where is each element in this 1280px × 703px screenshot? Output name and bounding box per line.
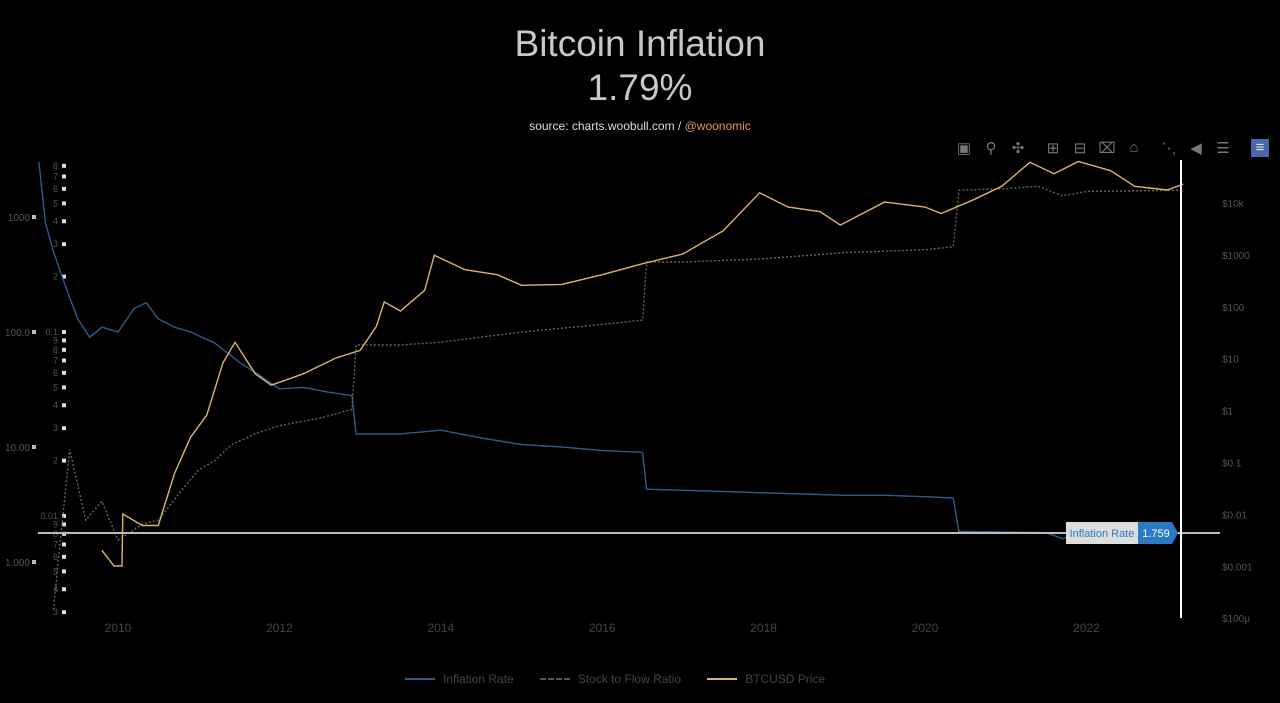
- series-line-s2f: [52, 185, 1184, 610]
- y-s2f-tick-label: 3: [53, 423, 58, 433]
- y-s2f-tick-label: 6: [53, 552, 58, 562]
- x-tick-label: 2018: [750, 621, 777, 635]
- legend-item-s2f[interactable]: Stock to Flow Ratio: [539, 672, 681, 686]
- y-right-tick-label: $100μ: [1222, 614, 1250, 625]
- y-right-tick-label: $0.1: [1222, 459, 1242, 470]
- y-s2f-tick: [62, 610, 66, 615]
- y-s2f-tick: [62, 542, 66, 547]
- y-left-tick-label: 1000: [8, 213, 31, 224]
- y-s2f-tick: [62, 426, 66, 431]
- y-s2f-tick: [62, 458, 66, 463]
- source-line: source: charts.woobull.com / @woonomic: [529, 119, 751, 133]
- zoom-icon[interactable]: ⚲: [985, 140, 997, 157]
- x-tick-label: 2022: [1073, 621, 1100, 635]
- y-s2f-tick: [62, 554, 66, 559]
- y-s2f-tick: [62, 522, 66, 527]
- y-s2f-tick-label: 7: [53, 356, 58, 366]
- y-right-tick-label: $1000: [1222, 251, 1250, 262]
- y-s2f-tick-label: 0.1: [45, 327, 58, 337]
- y-right-tick-label: $100: [1222, 303, 1245, 314]
- y-s2f-tick: [62, 403, 66, 408]
- y-s2f-tick-label: 2: [53, 456, 58, 466]
- y-right-tick-label: $0.001: [1222, 562, 1253, 573]
- tooltip-value-box: [1138, 522, 1178, 544]
- y-right-tick-label: $10k: [1222, 199, 1245, 210]
- tooltip-value: 1.759: [1142, 528, 1170, 540]
- y-s2f-tick: [62, 174, 66, 179]
- y-s2f-tick: [62, 347, 66, 352]
- plotly-logo-icon[interactable]: ≡: [1251, 139, 1269, 157]
- x-tick-label: 2010: [105, 621, 132, 635]
- home-icon[interactable]: ⌂: [1129, 139, 1139, 156]
- chart-title: Bitcoin Inflation 1.79%: [514, 23, 766, 108]
- y-s2f-tick-label: 3: [53, 239, 58, 249]
- y-s2f-tick: [62, 219, 66, 224]
- autoscale-icon[interactable]: ⌧: [1098, 140, 1116, 157]
- y-s2f-tick: [62, 514, 66, 518]
- y-s2f-tick-label: 9: [53, 519, 58, 529]
- y-s2f-tick-label: 4: [53, 400, 58, 410]
- y-s2f-tick-label: 9: [53, 335, 58, 345]
- zoom-out-icon[interactable]: ⊟: [1073, 140, 1087, 157]
- y-s2f-tick: [62, 186, 66, 191]
- tooltip-label-box: [1066, 522, 1138, 544]
- zoom-in-icon[interactable]: ⊞: [1046, 140, 1060, 157]
- modebar: ▣ ⚲ ✣ ⊞ ⊟ ⌧ ⌂ ⋱ ◀ ☰ ≡: [955, 139, 1269, 157]
- y-s2f-tick: [62, 201, 66, 206]
- y-s2f-tick-label: 5: [53, 198, 58, 208]
- x-tick-label: 2016: [589, 621, 616, 635]
- y-left-tick-label: 1.000: [5, 558, 30, 569]
- legend-item-price[interactable]: BTCUSD Price: [707, 672, 825, 686]
- x-tick-label: 2020: [912, 621, 939, 635]
- x-tick-label: 2012: [266, 621, 293, 635]
- y-s2f-tick-label: 2: [53, 272, 58, 282]
- twitter-handle-link[interactable]: @woonomic: [684, 119, 751, 133]
- y-s2f-tick: [62, 163, 66, 168]
- spike-lines-icon[interactable]: ⋱: [1161, 140, 1177, 157]
- y-s2f-tick-label: 8: [53, 345, 58, 355]
- y-left-tick: [32, 560, 36, 564]
- y-s2f-tick: [62, 587, 66, 592]
- y-s2f-tick: [62, 385, 66, 390]
- y-s2f-tick: [62, 370, 66, 375]
- y-s2f-tick-label: 4: [53, 216, 58, 226]
- x-tick-label: 2014: [427, 621, 454, 635]
- y-s2f-tick-label: 3: [53, 607, 58, 617]
- hover-closest-icon[interactable]: ◀: [1190, 140, 1202, 157]
- y-s2f-tick: [62, 330, 66, 334]
- series-line-inflation: [38, 162, 1184, 540]
- y-s2f-tick-label: 0.01: [40, 511, 58, 521]
- y-s2f-tick-label: 5: [53, 566, 58, 576]
- y-s2f-tick-label: 6: [53, 184, 58, 194]
- y-right-tick-label: $10: [1222, 355, 1239, 366]
- tooltip-label: Inflation Rate: [1070, 528, 1135, 540]
- y-s2f-tick: [62, 338, 66, 343]
- y-s2f-tick-label: 8: [53, 161, 58, 171]
- y-right-tick-label: $1: [1222, 407, 1234, 418]
- y-left-tick-label: 10.00: [5, 443, 30, 454]
- y-s2f-tick-label: 7: [53, 172, 58, 182]
- y-s2f-tick: [62, 358, 66, 363]
- y-left-tick: [32, 445, 36, 449]
- legend: Inflation Rate Stock to Flow Ratio BTCUS…: [405, 672, 825, 686]
- y-s2f-tick: [62, 242, 66, 247]
- y-left-tick: [32, 215, 36, 219]
- y-s2f-tick-label: 7: [53, 540, 58, 550]
- y-s2f-tick: [62, 569, 66, 574]
- y-s2f-tick: [62, 274, 66, 279]
- pan-icon[interactable]: ✣: [1011, 140, 1025, 157]
- series-line-price: [101, 160, 1184, 567]
- camera-icon[interactable]: ▣: [956, 140, 972, 157]
- y-right-tick-label: $0.01: [1222, 510, 1247, 521]
- hover-compare-icon[interactable]: ☰: [1216, 140, 1230, 157]
- y-left-tick: [32, 330, 36, 334]
- y-left-tick-label: 100.0: [5, 328, 30, 339]
- legend-item-inflation[interactable]: Inflation Rate: [405, 672, 514, 686]
- y-s2f-tick-label: 5: [53, 382, 58, 392]
- y-s2f-tick-label: 6: [53, 368, 58, 378]
